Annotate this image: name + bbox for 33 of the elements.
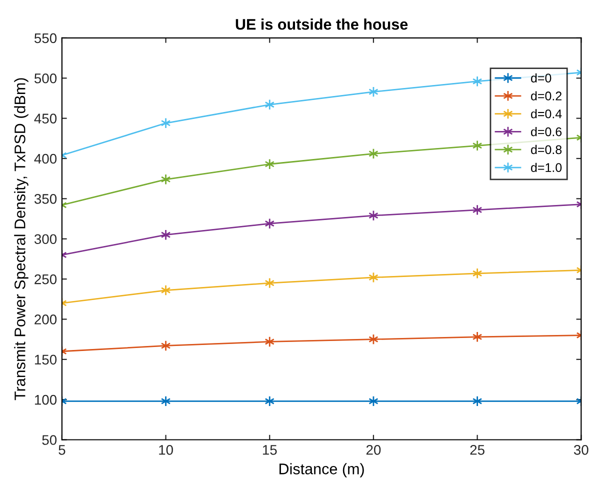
legend-label: d=0.6 [531, 127, 562, 136]
point [264, 396, 275, 407]
y-tick-label: 50 [42, 435, 57, 445]
point [264, 278, 275, 289]
point [472, 268, 482, 279]
y-tick-label: 200 [34, 314, 57, 324]
y-tick-label: 400 [34, 154, 57, 164]
point [472, 204, 482, 216]
legend-label: d=0.4 [531, 109, 562, 118]
x-tick-label: 5 [58, 445, 66, 455]
y-tick-label: 150 [34, 354, 57, 365]
y-tick-label: 250 [34, 274, 57, 284]
x-tick-label: 10 [159, 444, 173, 455]
y-tick-label: 500 [34, 73, 57, 84]
y-tick-label: 350 [34, 194, 57, 204]
x-tick-label: 30 [574, 444, 588, 455]
legend-label: d=1.0 [531, 162, 562, 172]
x-axis-title: Distance (m) [280, 463, 364, 478]
y-tick-label: 300 [34, 234, 57, 244]
legend-label: d=0 [531, 73, 552, 82]
y-tick-label: 550 [34, 33, 57, 44]
x-tick-label: 20 [366, 444, 381, 455]
point [472, 331, 482, 342]
x-tick-label: 15 [262, 445, 277, 455]
legend-label: d=0.2 [531, 91, 562, 100]
y-axis-title: Transmit Power Spectral Density, TxPSD (dBm) [14, 78, 28, 400]
x-tick-label: 25 [470, 444, 484, 455]
y-tick-label: 100 [34, 394, 57, 405]
y-tick-label: 450 [34, 114, 57, 124]
point [160, 174, 171, 185]
chart-title: UE is outside the house [236, 18, 408, 30]
legend-label: d=0.8 [531, 144, 562, 154]
point [264, 218, 275, 230]
